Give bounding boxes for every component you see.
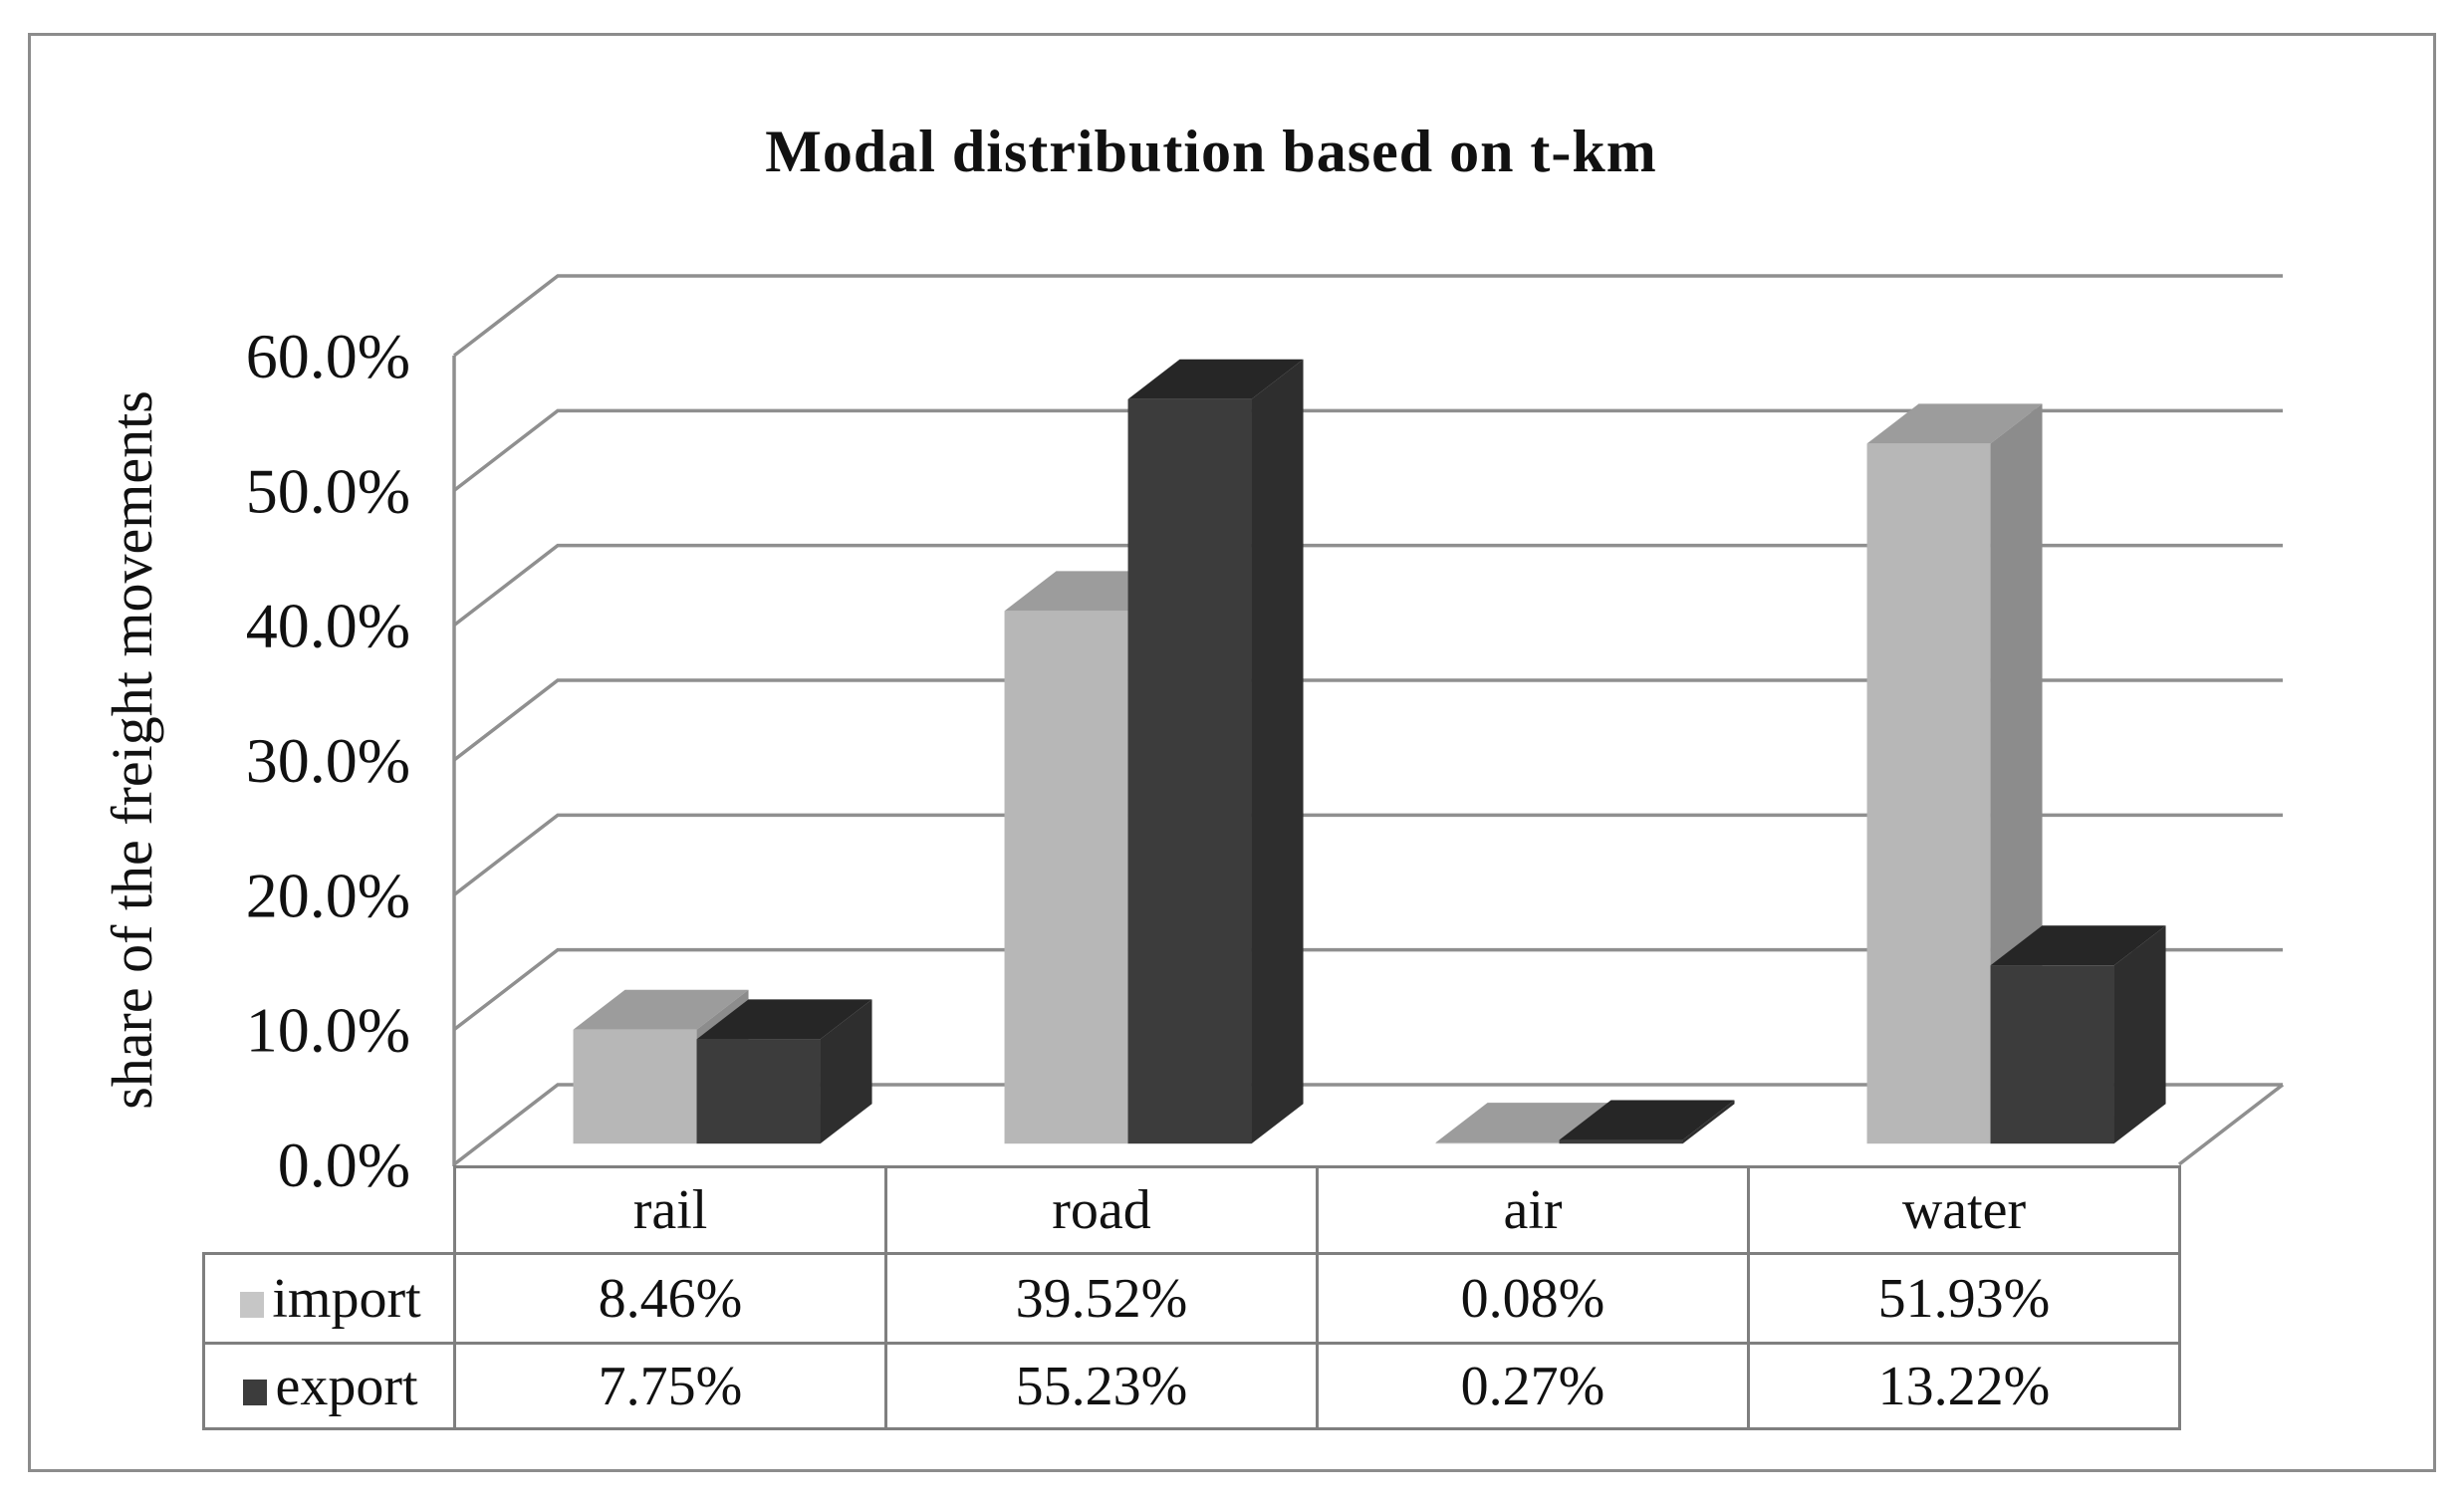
- category-header-water: water: [1747, 1165, 2181, 1255]
- bar-top-face: [1127, 359, 1304, 399]
- bar-top-face: [696, 999, 872, 1040]
- bar-front-face: [1559, 1139, 1683, 1144]
- cell-import-rail: 8.46%: [453, 1252, 887, 1345]
- bar-top-face: [573, 989, 749, 1030]
- gridline: [452, 274, 2283, 358]
- legend-cell-export: export: [202, 1342, 456, 1430]
- y-tick-label: 40.0%: [246, 591, 410, 661]
- bar-top-face: [1866, 403, 2043, 444]
- cell-export-water: 13.22%: [1747, 1342, 2181, 1430]
- bar-top-face: [1559, 1100, 1735, 1140]
- bars: [573, 359, 2166, 1144]
- bar-front-face: [696, 1039, 821, 1144]
- y-tick-label: 0.0%: [278, 1130, 410, 1200]
- bar-top-face: [1435, 1103, 1611, 1143]
- bar-side-face: [1251, 359, 1304, 1144]
- cell-import-air: 0.08%: [1316, 1252, 1750, 1345]
- cell-import-water: 51.93%: [1747, 1252, 2181, 1345]
- export-legend-swatch-icon: [243, 1379, 268, 1405]
- bar-side-face: [2113, 925, 2166, 1144]
- category-header-row: rail road air water: [204, 1165, 2181, 1255]
- bar-top-face: [1990, 925, 2166, 966]
- y-tick-labels: 0.0% 10.0% 20.0% 30.0% 40.0% 50.0% 60.0%: [246, 321, 410, 1200]
- y-tick-label: 30.0%: [246, 725, 410, 796]
- gridline: [452, 678, 2283, 762]
- category-header-rail: rail: [453, 1165, 887, 1255]
- legend-label-import: import: [272, 1267, 421, 1330]
- bar-front-face: [1990, 965, 2114, 1144]
- legend-cell-import: import: [202, 1252, 456, 1345]
- gridline: [452, 543, 2283, 628]
- y-tick-label: 60.0%: [246, 321, 410, 391]
- bar-front-face: [1004, 611, 1128, 1144]
- bar-side-face: [1682, 1100, 1735, 1144]
- y-tick-label: 10.0%: [246, 995, 410, 1066]
- gridline: [452, 947, 2283, 1032]
- cell-export-rail: 7.75%: [453, 1342, 887, 1430]
- bar-side-face: [820, 999, 872, 1144]
- category-header-road: road: [884, 1165, 1319, 1255]
- bar-export-rail: [696, 999, 872, 1144]
- bar-front-face: [1127, 398, 1252, 1144]
- gridlines: [452, 274, 2283, 1166]
- gridline: [452, 1083, 2283, 1166]
- bar-front-face: [573, 1029, 697, 1144]
- cell-import-road: 39.52%: [884, 1252, 1319, 1345]
- gridline: [452, 813, 2283, 896]
- data-table: rail road air water import 8.46% 39.52% …: [202, 1165, 2181, 1430]
- cell-export-air: 0.27%: [1316, 1342, 1750, 1430]
- import-legend-swatch-icon: [240, 1291, 265, 1318]
- bar-front-face: [1866, 443, 1991, 1144]
- category-header-air: air: [1316, 1165, 1750, 1255]
- gridline: [452, 408, 2283, 492]
- y-tick-label: 20.0%: [246, 860, 410, 930]
- table-row-export: export 7.75% 55.23% 0.27% 13.22%: [202, 1342, 2181, 1430]
- floor-right-edge: [2177, 1083, 2285, 1166]
- chart-title: Modal distribution based on t-km: [765, 119, 1657, 184]
- bar-export-road: [1127, 359, 1304, 1144]
- y-tick-label: 50.0%: [246, 455, 410, 526]
- table-corner-cell: [204, 1167, 455, 1254]
- bar-export-water: [1990, 925, 2166, 1144]
- bar-front-face: [1435, 1142, 1560, 1144]
- table-row-import: import 8.46% 39.52% 0.08% 51.93%: [202, 1252, 2181, 1345]
- cell-export-road: 55.23%: [884, 1342, 1319, 1430]
- bar-export-air: [1559, 1100, 1735, 1144]
- legend-label-export: export: [275, 1355, 418, 1417]
